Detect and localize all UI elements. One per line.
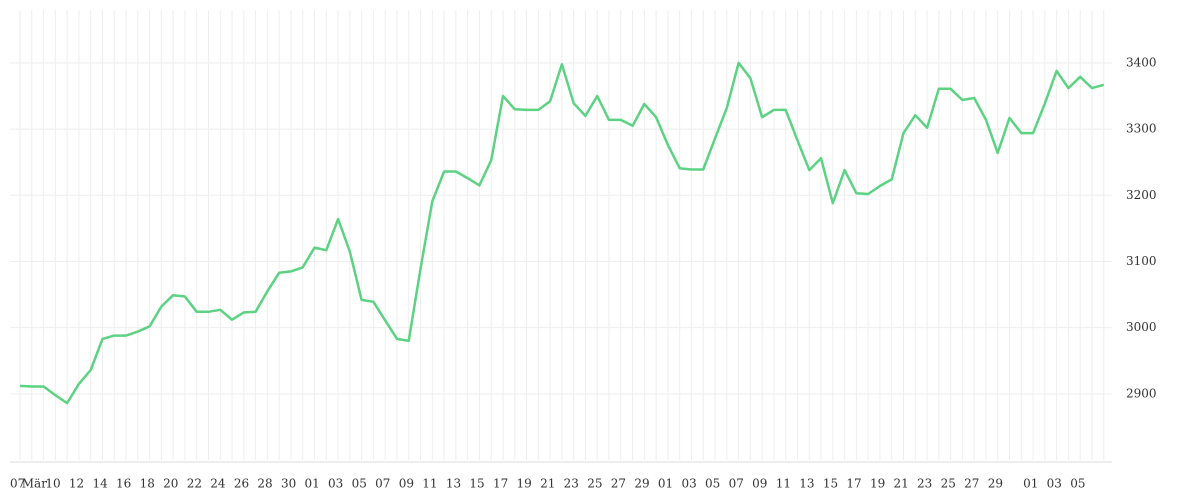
x-tick-label: 13 xyxy=(446,477,461,491)
x-tick-label: 13 xyxy=(799,477,814,491)
x-tick-label: 19 xyxy=(870,477,885,491)
x-tick-label: 21 xyxy=(894,477,909,491)
y-tick-label: 3100 xyxy=(1126,254,1157,268)
y-tick-label: 2900 xyxy=(1126,386,1157,400)
x-tick-label: 09 xyxy=(399,477,414,491)
x-tick-label: 03 xyxy=(1047,477,1062,491)
x-tick-label: 07 xyxy=(729,477,744,491)
x-tick-label: 05 xyxy=(352,477,367,491)
x-tick-label: 27 xyxy=(611,477,626,491)
x-tick-label: 11 xyxy=(776,477,791,491)
x-tick-label: 23 xyxy=(917,477,932,491)
y-tick-label: 3300 xyxy=(1126,122,1157,136)
x-tick-label: 03 xyxy=(681,477,696,491)
x-tick-label: 07 xyxy=(10,477,25,491)
x-tick-label: 30 xyxy=(281,477,296,491)
x-tick-label: 22 xyxy=(187,477,202,491)
x-tick-label: Mär xyxy=(22,477,47,491)
x-tick-label: 24 xyxy=(210,477,226,491)
x-tick-label: 11 xyxy=(422,477,437,491)
x-tick-label: 25 xyxy=(587,477,602,491)
x-tick-label: 15 xyxy=(823,477,838,491)
x-tick-label: 16 xyxy=(116,477,131,491)
x-tick-label: 17 xyxy=(846,477,861,491)
x-tick-label: 28 xyxy=(257,477,272,491)
x-tick-label: 01 xyxy=(305,477,320,491)
y-tick-label: 3400 xyxy=(1126,55,1157,69)
x-tick-label: 05 xyxy=(1070,477,1085,491)
x-tick-label: 29 xyxy=(634,477,649,491)
x-tick-label: 10 xyxy=(45,477,60,491)
x-tick-label: 05 xyxy=(705,477,720,491)
x-tick-label: 23 xyxy=(564,477,579,491)
x-tick-label: 03 xyxy=(328,477,343,491)
x-tick-label: 27 xyxy=(964,477,979,491)
x-tick-label: 01 xyxy=(1023,477,1038,491)
x-tick-label: 12 xyxy=(69,477,84,491)
x-tick-label: 01 xyxy=(658,477,673,491)
x-tick-label: 25 xyxy=(941,477,956,491)
x-tick-label: 19 xyxy=(517,477,532,491)
x-tick-label: 07 xyxy=(375,477,390,491)
x-tick-label: 18 xyxy=(140,477,155,491)
y-tick-label: 3200 xyxy=(1126,188,1157,202)
x-tick-label: 20 xyxy=(163,477,178,491)
x-tick-label: 14 xyxy=(92,477,108,491)
x-tick-label: 15 xyxy=(469,477,484,491)
line-series xyxy=(19,61,1105,405)
x-tick-label: 21 xyxy=(540,477,555,491)
x-tick-label: 26 xyxy=(234,477,249,491)
x-tick-label: 17 xyxy=(493,477,508,491)
y-tick-label: 3000 xyxy=(1126,320,1157,334)
x-tick-label: 09 xyxy=(752,477,767,491)
x-tick-label: 29 xyxy=(988,477,1003,491)
